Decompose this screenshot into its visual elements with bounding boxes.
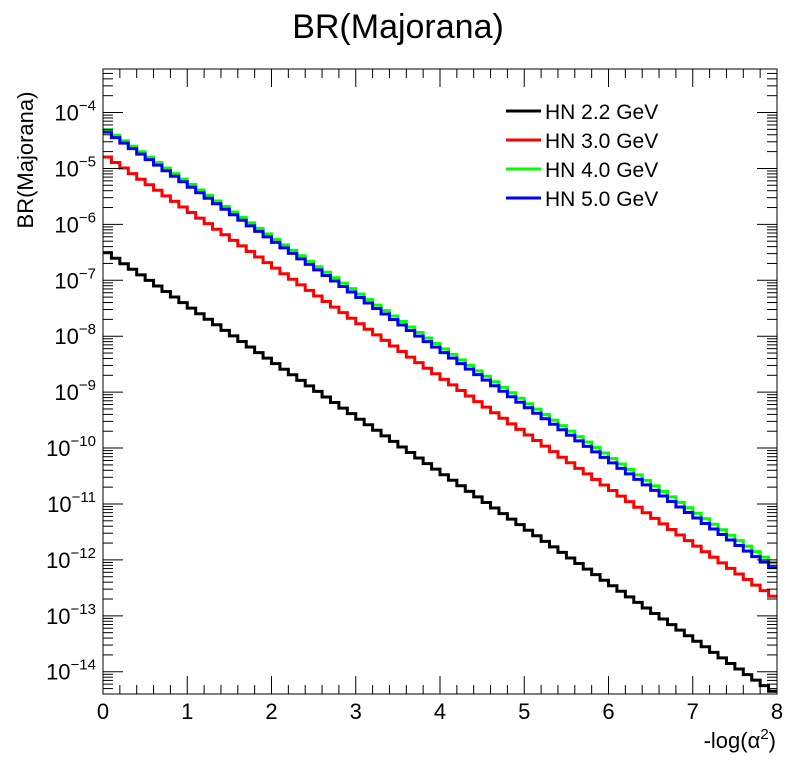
- y-tick-label: 10−11: [47, 489, 96, 517]
- y-tick-label: 10−6: [54, 209, 96, 237]
- y-tick-label: 10−4: [54, 98, 96, 126]
- x-tick-label: 6: [602, 699, 614, 724]
- y-tick-label: 10−5: [54, 153, 96, 181]
- y-tick-label: 10−12: [46, 545, 96, 573]
- legend-label-1: HN 3.0 GeV: [545, 130, 658, 153]
- y-tick-label: 10−13: [46, 601, 96, 629]
- plot-frame: [102, 68, 778, 695]
- x-axis-title-sup: 2: [760, 726, 768, 743]
- y-tick-label: 10−7: [54, 265, 96, 293]
- x-tick-label: 4: [434, 699, 446, 724]
- series-line-3: [103, 130, 777, 570]
- x-tick-label: 3: [350, 699, 362, 724]
- y-tick-label: 10−8: [54, 321, 96, 349]
- legend-label-3: HN 5.0 GeV: [545, 188, 658, 211]
- series-line-0: [103, 251, 777, 693]
- x-tick-label: 5: [518, 699, 530, 724]
- x-axis-title-base: -log(α: [704, 728, 761, 753]
- y-tick-label: 10−14: [46, 657, 96, 685]
- x-tick-label: 8: [771, 699, 783, 724]
- x-tick-label: 7: [687, 699, 699, 724]
- y-axis-title: BR(Majorana): [13, 92, 38, 229]
- legend-label-2: HN 4.0 GeV: [545, 159, 658, 182]
- y-axis-ticks: 10−14 10−13 10−12 10−11 10−10 10−9 10−8 10−7 10−…: [46, 72, 777, 695]
- x-axis-title-tail: ): [769, 728, 776, 753]
- y-tick-label: 10−9: [54, 377, 96, 405]
- legend-label-0: HN 2.2 GeV: [545, 101, 658, 124]
- x-tick-label: 1: [181, 699, 193, 724]
- x-tick-label: 0: [97, 699, 109, 724]
- x-axis-title: -log(α2): [704, 726, 776, 753]
- series-group: [103, 128, 777, 693]
- x-axis-ticks: 0 1 2 3 4 5 6 7 8: [97, 69, 783, 724]
- chart-title: BR(Majorana): [292, 8, 504, 46]
- y-tick-label: 10−10: [46, 433, 96, 461]
- legend: HN 2.2 GeV HN 3.0 GeV HN 4.0 GeV HN 5.0 GeV: [506, 101, 658, 211]
- x-tick-label: 2: [265, 699, 277, 724]
- series-line-1: [103, 155, 777, 598]
